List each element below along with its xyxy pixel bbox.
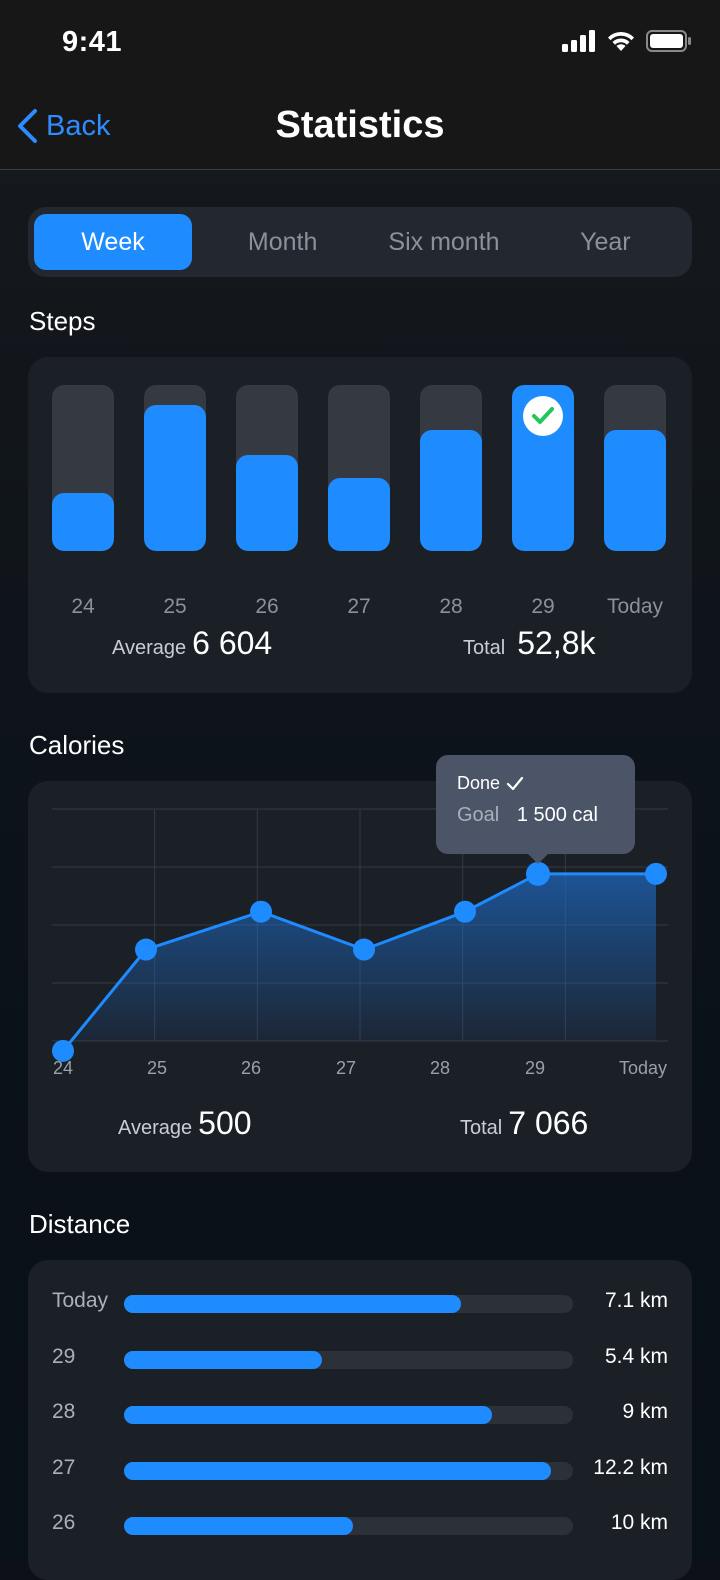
distance-card: Today 7.1 km 29 5.4 km 28 9 km 27 12.2 km 26 10 k… [28, 1260, 692, 1580]
calories-x-label: 24 [23, 1058, 103, 1079]
goal-check-icon [523, 396, 563, 436]
steps-total: Total 52,8k [463, 625, 596, 662]
status-time: 9:41 [62, 26, 122, 59]
calories-x-label: 28 [400, 1058, 480, 1079]
steps-bar-track [328, 385, 390, 551]
calories-data-point[interactable] [645, 863, 667, 885]
distance-bar-fill [124, 1295, 461, 1313]
calories-title: Calories [29, 730, 124, 761]
steps-bar-fill [604, 430, 666, 551]
calories-total: Total 7 066 [460, 1105, 588, 1142]
distance-row[interactable]: 28 9 km [28, 1394, 692, 1434]
steps-bar-fill [420, 430, 482, 551]
steps-card: 24 25 26 27 28 29 Today Average 6 604 Total 52… [28, 357, 692, 693]
calories-data-point[interactable] [526, 862, 550, 886]
distance-row-value: 7.1 km [605, 1289, 668, 1313]
steps-bar-fill [328, 478, 390, 551]
distance-row[interactable]: Today 7.1 km [28, 1283, 692, 1323]
distance-bar-fill [124, 1406, 492, 1424]
steps-bar-track [512, 385, 574, 551]
distance-row-value: 10 km [611, 1511, 668, 1535]
wifi-icon [606, 30, 636, 52]
status-icons [562, 30, 692, 52]
calories-total-label: Total [460, 1117, 502, 1140]
status-bar: 9:41 [0, 0, 720, 90]
steps-bar-label: 29 [492, 595, 594, 619]
distance-row-value: 5.4 km [605, 1345, 668, 1369]
steps-bar-track [420, 385, 482, 551]
distance-bar-fill [124, 1462, 551, 1480]
distance-bar-track [124, 1295, 573, 1313]
steps-bar-label: 27 [308, 595, 410, 619]
checkmark-icon [506, 776, 524, 792]
distance-row-label: 26 [52, 1511, 75, 1535]
distance-title: Distance [29, 1209, 130, 1240]
calories-data-point[interactable] [353, 939, 375, 961]
distance-bar-fill [124, 1351, 322, 1369]
calories-total-value: 7 066 [508, 1105, 588, 1142]
steps-total-value: 52,8k [517, 625, 595, 662]
tooltip-goal-value: 1 500 cal [517, 804, 598, 826]
distance-row[interactable]: 26 10 km [28, 1505, 692, 1545]
period-tab-six-month[interactable]: Six month [363, 214, 524, 270]
steps-bar-label: 28 [400, 595, 502, 619]
tooltip-goal: Goal 1 500 cal [457, 804, 635, 827]
battery-icon [646, 30, 692, 52]
calories-x-label: 25 [117, 1058, 197, 1079]
steps-bar-label: 26 [216, 595, 318, 619]
calories-x-label: 27 [306, 1058, 386, 1079]
calories-average-label: Average [118, 1117, 192, 1140]
steps-bar-track [236, 385, 298, 551]
steps-bar-fill [144, 405, 206, 551]
calories-average: Average 500 [118, 1105, 252, 1142]
calories-data-point[interactable] [454, 901, 476, 923]
steps-bar-track [52, 385, 114, 551]
steps-average: Average 6 604 [112, 625, 272, 662]
distance-bar-track [124, 1351, 573, 1369]
distance-bar-track [124, 1517, 573, 1535]
page-title: Statistics [0, 104, 720, 147]
distance-row-label: 28 [52, 1400, 75, 1424]
steps-average-value: 6 604 [192, 625, 272, 662]
calories-x-label: 29 [495, 1058, 575, 1079]
calories-data-point[interactable] [135, 939, 157, 961]
steps-bar-label: 25 [124, 595, 226, 619]
steps-title: Steps [29, 306, 96, 337]
steps-bar-label: 24 [32, 595, 134, 619]
distance-bar-track [124, 1462, 573, 1480]
tooltip-done-label: Done [457, 773, 500, 794]
distance-bar-fill [124, 1517, 353, 1535]
distance-row[interactable]: 29 5.4 km [28, 1339, 692, 1379]
steps-total-label: Total [463, 637, 505, 660]
steps-bar-track [604, 385, 666, 551]
steps-bar-label: Today [584, 595, 686, 619]
period-tab-year[interactable]: Year [525, 214, 686, 270]
tooltip-done: Done [457, 773, 635, 794]
cellular-signal-icon [562, 30, 596, 52]
period-segmented-control: Week Month Six month Year [28, 207, 692, 277]
steps-bar-fill [236, 455, 298, 551]
goal-tooltip: Done Goal 1 500 cal [436, 755, 635, 854]
steps-bar-track [144, 385, 206, 551]
tooltip-goal-label: Goal [457, 804, 499, 826]
calories-average-value: 500 [198, 1105, 251, 1142]
distance-row-value: 9 km [622, 1400, 668, 1424]
calories-x-label: Today [603, 1058, 683, 1079]
steps-bar-fill [52, 493, 114, 551]
period-tab-week[interactable]: Week [34, 214, 192, 270]
distance-row-label: Today [52, 1289, 108, 1313]
distance-row-label: 29 [52, 1345, 75, 1369]
calories-x-label: 26 [211, 1058, 291, 1079]
calories-data-point[interactable] [250, 901, 272, 923]
period-tab-month[interactable]: Month [202, 214, 363, 270]
distance-row-label: 27 [52, 1456, 75, 1480]
distance-bar-track [124, 1406, 573, 1424]
distance-row[interactable]: 27 12.2 km [28, 1450, 692, 1490]
navigation-bar: Back Statistics [0, 90, 720, 170]
distance-row-value: 12.2 km [593, 1456, 668, 1480]
steps-average-label: Average [112, 637, 186, 660]
